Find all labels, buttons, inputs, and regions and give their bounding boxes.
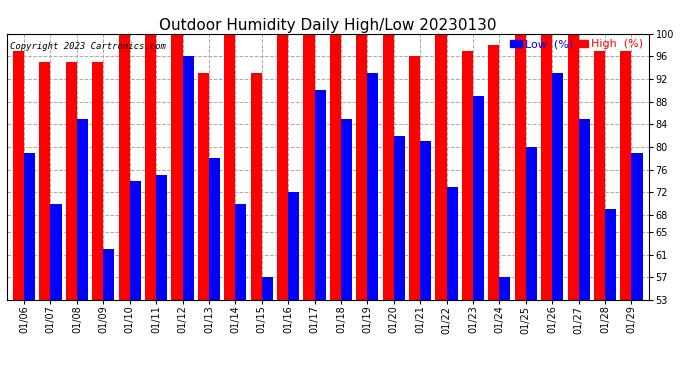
Bar: [462, 51, 473, 300]
Bar: [235, 204, 246, 300]
Bar: [24, 153, 35, 300]
Bar: [341, 119, 352, 300]
Bar: [594, 51, 605, 300]
Bar: [515, 34, 526, 300]
Bar: [156, 176, 167, 300]
Bar: [394, 136, 405, 300]
Text: Copyright 2023 Cartronics.com: Copyright 2023 Cartronics.com: [10, 42, 166, 51]
Bar: [473, 96, 484, 300]
Bar: [224, 34, 235, 300]
Bar: [104, 249, 115, 300]
Bar: [250, 74, 262, 300]
Bar: [198, 74, 209, 300]
Bar: [145, 34, 156, 300]
Bar: [183, 56, 194, 300]
Bar: [39, 62, 50, 300]
Bar: [500, 278, 511, 300]
Bar: [171, 34, 183, 300]
Bar: [541, 34, 552, 300]
Bar: [277, 34, 288, 300]
Bar: [119, 34, 130, 300]
Bar: [315, 90, 326, 300]
Bar: [330, 34, 341, 300]
Bar: [262, 278, 273, 300]
Bar: [420, 141, 431, 300]
Bar: [631, 153, 642, 300]
Bar: [50, 204, 61, 300]
Bar: [77, 119, 88, 300]
Bar: [92, 62, 104, 300]
Bar: [66, 62, 77, 300]
Bar: [552, 74, 563, 300]
Bar: [356, 34, 367, 300]
Bar: [446, 187, 457, 300]
Title: Outdoor Humidity Daily High/Low 20230130: Outdoor Humidity Daily High/Low 20230130: [159, 18, 497, 33]
Legend: Low  (%), High  (%): Low (%), High (%): [511, 39, 643, 49]
Bar: [526, 147, 537, 300]
Bar: [304, 34, 315, 300]
Bar: [288, 192, 299, 300]
Bar: [13, 51, 24, 300]
Bar: [605, 209, 616, 300]
Bar: [130, 181, 141, 300]
Bar: [579, 119, 590, 300]
Bar: [568, 34, 579, 300]
Bar: [435, 34, 446, 300]
Bar: [367, 74, 378, 300]
Bar: [383, 34, 394, 300]
Bar: [409, 56, 420, 300]
Bar: [209, 158, 220, 300]
Bar: [620, 51, 631, 300]
Bar: [489, 45, 500, 300]
